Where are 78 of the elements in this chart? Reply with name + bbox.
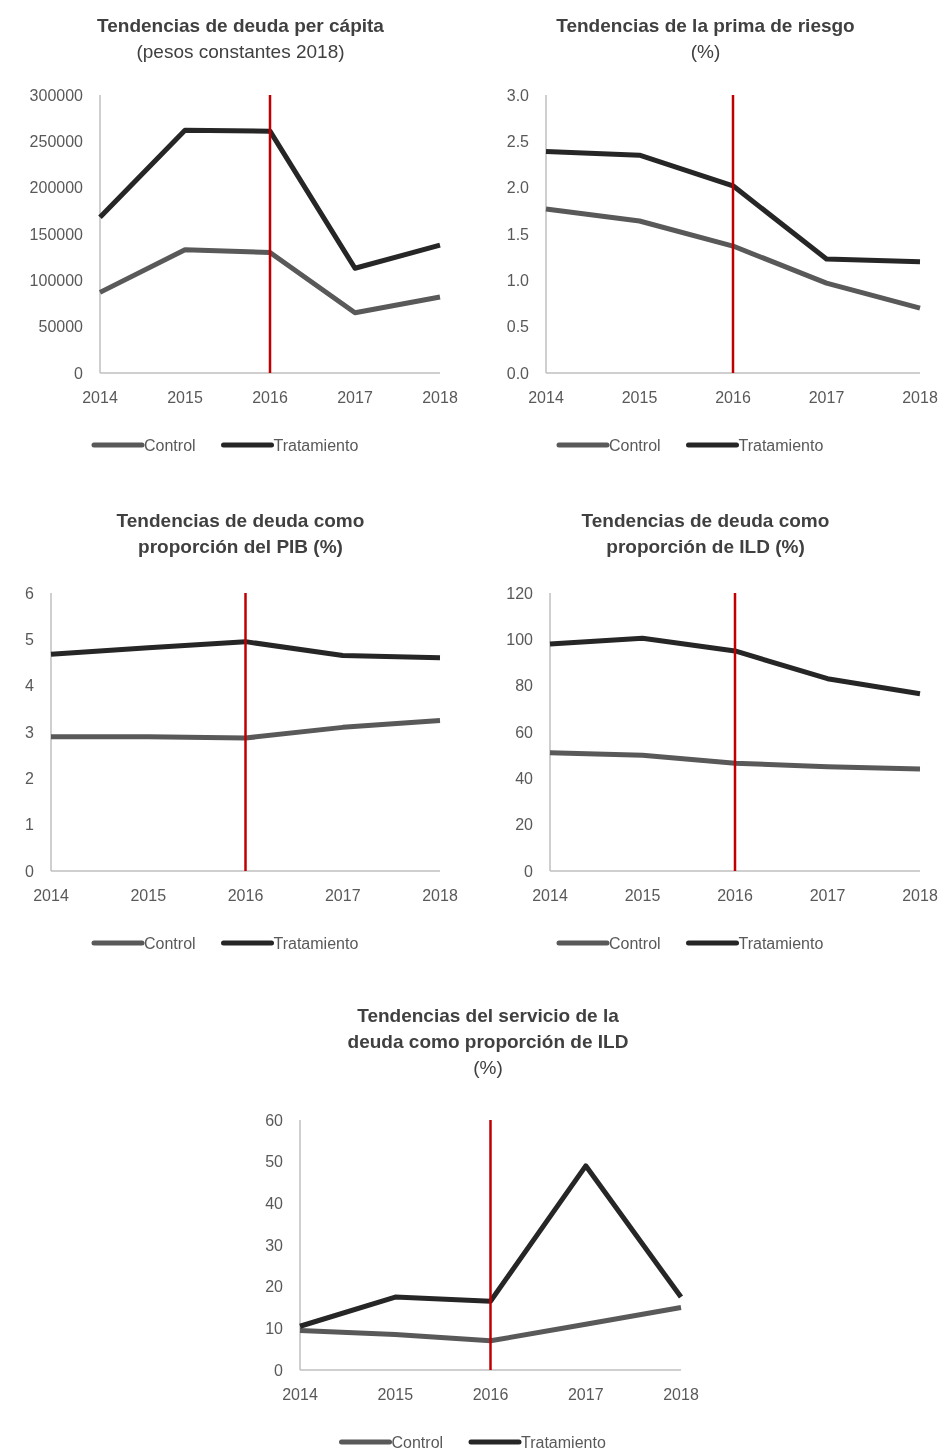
x-tick-label: 2018 xyxy=(422,389,458,406)
x-tick-label: 2017 xyxy=(809,887,846,904)
chart-subtitle: (%) xyxy=(473,1057,503,1078)
y-tick-label: 10 xyxy=(265,1319,284,1337)
y-tick-label: 0 xyxy=(274,1361,284,1379)
y-tick-label: 5 xyxy=(25,630,35,648)
x-tick-label: 2016 xyxy=(717,887,753,904)
y-tick-label: 250000 xyxy=(29,132,84,150)
legend-label: Control xyxy=(391,1433,444,1450)
legend-label: Control xyxy=(609,934,661,952)
legend-label: Tratamiento xyxy=(273,934,359,952)
y-tick-label: 1.5 xyxy=(506,225,530,243)
x-tick-label: 2015 xyxy=(167,389,203,406)
y-tick-label: 40 xyxy=(265,1194,284,1212)
chart-title: Tendencias de la prima de riesgo xyxy=(556,15,855,36)
y-tick-label: 20 xyxy=(515,816,534,834)
x-tick-label: 2015 xyxy=(621,389,658,406)
y-tick-label: 0.5 xyxy=(506,318,530,336)
legend-label: Control xyxy=(609,436,661,454)
x-tick-label: 2016 xyxy=(227,887,264,904)
y-tick-label: 2 xyxy=(25,769,35,787)
chart-subtitle: (pesos constantes 2018) xyxy=(136,41,345,62)
y-tick-label: 150000 xyxy=(29,225,84,243)
y-tick-label: 30 xyxy=(265,1236,284,1254)
x-tick-label: 2017 xyxy=(337,389,373,406)
x-tick-label: 2016 xyxy=(252,389,288,406)
x-tick-label: 2014 xyxy=(82,389,118,406)
x-tick-label: 2015 xyxy=(130,887,167,904)
y-tick-label: 1.0 xyxy=(506,271,530,289)
legend-label: Control xyxy=(144,934,196,952)
legend-label: Tratamiento xyxy=(738,934,824,952)
y-tick-label: 0 xyxy=(74,364,84,382)
x-tick-label: 2015 xyxy=(624,887,661,904)
x-tick-label: 2015 xyxy=(377,1386,414,1403)
y-tick-label: 60 xyxy=(515,723,534,741)
y-tick-label: 3.0 xyxy=(506,86,530,104)
x-tick-label: 2014 xyxy=(528,389,564,406)
y-tick-label: 200000 xyxy=(29,179,84,197)
x-tick-label: 2018 xyxy=(422,887,458,904)
x-tick-label: 2018 xyxy=(902,887,938,904)
chart-title: Tendencias del servicio de la deuda como proporción de ILD xyxy=(347,1005,629,1052)
y-tick-label: 3 xyxy=(25,723,35,741)
y-tick-label: 50000 xyxy=(38,318,84,336)
chart-title: Tendencias de deuda como proporción de ILD (%) xyxy=(581,510,830,557)
chart-subtitle: (%) xyxy=(690,41,721,62)
y-tick-label: 20 xyxy=(265,1278,284,1296)
legend-label: Tratamiento xyxy=(273,436,359,454)
y-tick-label: 0.0 xyxy=(506,364,530,382)
x-tick-label: 2018 xyxy=(663,1386,699,1403)
x-tick-label: 2014 xyxy=(532,887,568,904)
y-tick-label: 2.5 xyxy=(506,132,530,150)
y-tick-label: 2.0 xyxy=(506,179,530,197)
y-tick-label: 100000 xyxy=(29,271,84,289)
x-tick-label: 2016 xyxy=(715,389,751,406)
legend-label: Tratamiento xyxy=(738,436,824,454)
y-tick-label: 0 xyxy=(524,862,534,880)
chart-title: Tendencias de deuda per cápita xyxy=(97,15,385,36)
x-tick-label: 2017 xyxy=(808,389,845,406)
y-tick-label: 60 xyxy=(265,1111,284,1129)
y-tick-label: 80 xyxy=(515,677,534,695)
y-tick-label: 50 xyxy=(265,1153,284,1171)
x-tick-label: 2016 xyxy=(472,1386,509,1403)
x-tick-label: 2018 xyxy=(902,389,938,406)
y-tick-label: 300000 xyxy=(29,86,84,104)
y-tick-label: 4 xyxy=(25,677,35,695)
y-tick-label: 1 xyxy=(25,816,35,834)
y-tick-label: 100 xyxy=(506,630,534,648)
x-tick-label: 2014 xyxy=(282,1386,318,1403)
x-tick-label: 2014 xyxy=(33,887,69,904)
y-tick-label: 0 xyxy=(25,862,35,880)
y-tick-label: 40 xyxy=(515,769,534,787)
x-tick-label: 2017 xyxy=(567,1386,604,1403)
x-tick-label: 2017 xyxy=(324,887,361,904)
legend-label: Control xyxy=(144,436,196,454)
y-tick-label: 6 xyxy=(25,584,35,602)
legend-label: Tratamiento xyxy=(521,1433,606,1450)
y-tick-label: 120 xyxy=(506,584,534,602)
chart-title: Tendencias de deuda como proporción del PIB (%) xyxy=(116,510,365,557)
